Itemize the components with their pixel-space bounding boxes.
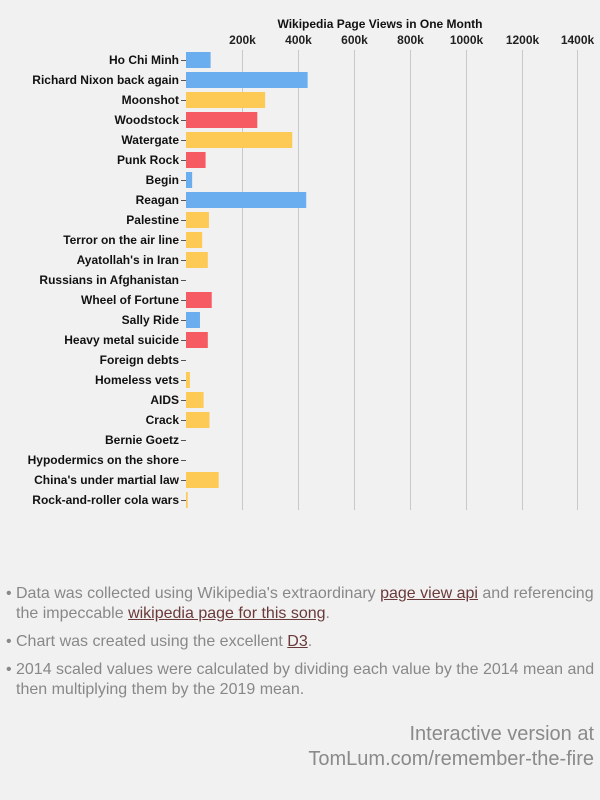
x-tick-label: 800k (397, 33, 424, 47)
category-label: China's under martial law (34, 473, 180, 487)
d3-link[interactable]: D3 (287, 633, 308, 650)
bar[interactable] (186, 212, 209, 228)
category-label: Crack (146, 413, 180, 427)
note-text: 2014 scaled values were calculated by di… (16, 661, 595, 698)
note-d3: • Chart was created using the excellent D… (6, 632, 598, 652)
bar-chart: Wikipedia Page Views in One Month 200k 40… (28, 17, 595, 510)
bar[interactable] (186, 252, 208, 268)
note-text: Chart was created using the excellent (16, 633, 288, 650)
category-label: Homeless vets (95, 373, 179, 387)
bar[interactable] (186, 152, 206, 168)
bullet: • (6, 633, 12, 650)
note-data-source: • Data was collected using Wikipedia's ex… (6, 584, 598, 624)
category-label: Reagan (136, 193, 179, 207)
footer-url[interactable]: TomLum.com/remember-the-fire (308, 748, 594, 770)
x-tick-label: 400k (285, 33, 312, 47)
category-label: Ayatollah's in Iran (77, 253, 179, 267)
bar[interactable] (186, 92, 266, 108)
bar[interactable] (186, 312, 200, 328)
category-label: Watergate (121, 133, 179, 147)
category-label: Punk Rock (117, 153, 179, 167)
bar[interactable] (186, 232, 203, 248)
bar[interactable] (186, 492, 188, 508)
chart-title: Wikipedia Page Views in One Month (277, 17, 482, 31)
bar[interactable] (186, 52, 211, 68)
note-text: Data was collected using Wikipedia's ext… (16, 585, 381, 602)
category-label: Ho Chi Minh (109, 53, 179, 67)
category-label: Hypodermics on the shore (28, 453, 180, 467)
x-axis: 200k 400k 600k 800k 1000k 1200k 1400k (229, 33, 594, 47)
category-label: Richard Nixon back again (32, 73, 179, 87)
x-tick-label: 1400k (561, 33, 595, 47)
category-labels: Ho Chi Minh Richard Nixon back again Moons… (28, 53, 186, 507)
note-text: and referencing the impeccable (16, 585, 594, 622)
page-view-api-link[interactable]: page view api (380, 585, 478, 602)
note-text: . (325, 605, 330, 622)
bar[interactable] (186, 292, 212, 308)
bar[interactable] (186, 392, 204, 408)
gridlines (242, 50, 578, 510)
x-tick-label: 600k (341, 33, 368, 47)
footer: Interactive version at TomLum.com/rememb… (308, 722, 594, 772)
category-label: Rock-and-roller cola wars (32, 493, 179, 507)
notes-list: • Data was collected using Wikipedia's ex… (6, 584, 598, 708)
bar[interactable] (186, 412, 210, 428)
bar[interactable] (186, 172, 193, 188)
bar[interactable] (186, 112, 258, 128)
category-label: Begin (146, 173, 179, 187)
bar[interactable] (186, 472, 219, 488)
bullet: • (6, 585, 12, 602)
bar[interactable] (186, 132, 293, 148)
note-text: . (307, 633, 313, 650)
note-scaling: • 2014 scaled values were calculated by d… (6, 660, 598, 700)
bar[interactable] (186, 72, 308, 88)
x-tick-label: 1200k (506, 33, 540, 47)
category-label: Russians in Afghanistan (39, 273, 179, 287)
category-label: Sally Ride (122, 313, 180, 327)
bullet: • (6, 661, 12, 678)
bar[interactable] (186, 192, 307, 208)
footer-line-1: Interactive version at (409, 723, 594, 745)
bars (186, 52, 308, 508)
category-label: Wheel of Fortune (81, 293, 179, 307)
bar[interactable] (186, 372, 190, 388)
category-label: Bernie Goetz (105, 433, 179, 447)
x-tick-label: 200k (229, 33, 256, 47)
category-label: Terror on the air line (63, 233, 179, 247)
category-label: Moonshot (122, 93, 179, 107)
category-label: AIDS (150, 393, 179, 407)
bar[interactable] (186, 332, 208, 348)
wikipedia-song-page-link[interactable]: wikipedia page for this song (128, 605, 326, 622)
category-label: Woodstock (115, 113, 180, 127)
category-label: Heavy metal suicide (64, 333, 179, 347)
category-label: Palestine (126, 213, 179, 227)
x-tick-label: 1000k (450, 33, 484, 47)
category-label: Foreign debts (100, 353, 180, 367)
